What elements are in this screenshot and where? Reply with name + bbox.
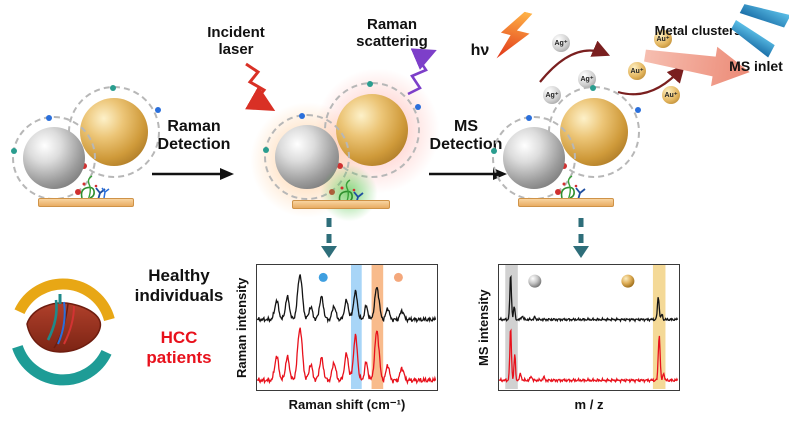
gold-ion: Au⁺	[628, 62, 646, 80]
gold-ion: Au⁺	[662, 86, 680, 104]
shell-dot	[155, 107, 161, 114]
raman-scattering-icon	[407, 48, 437, 96]
raman-spectra-plot	[256, 265, 437, 389]
down-arrow	[321, 218, 337, 258]
hcc-line2: patients	[146, 347, 212, 367]
ion-flight-arrows	[539, 40, 685, 96]
logo-arc-teal	[12, 344, 112, 386]
shell-dot	[589, 85, 596, 91]
hcc-line1: HCC	[160, 328, 198, 347]
ms-inlet-label: MS inlet	[724, 58, 788, 74]
silver-ion: Ag⁺	[543, 86, 561, 104]
logo-arc-yellow	[14, 278, 115, 322]
silver-nanoparticle	[23, 127, 85, 189]
down-arrow	[573, 218, 589, 258]
incident-laser-label: Incident laser	[192, 24, 280, 59]
substrate	[518, 198, 614, 207]
gold-ion-label: Au⁺	[664, 92, 678, 99]
ms-xlabel: m / z	[574, 397, 604, 412]
silver-ion-label: Ag⁺	[545, 92, 559, 99]
raman-scattering-line2: scattering	[356, 33, 428, 51]
silver-ion-label: Ag⁺	[580, 76, 594, 83]
gold-ion: Au⁺	[654, 30, 672, 48]
shell-dot	[263, 147, 269, 154]
silver-nanoparticle	[503, 127, 565, 189]
ms-inlet-text: MS inlet	[729, 58, 783, 74]
raman-chart: Raman intensity Raman shift (cm⁻¹)	[234, 264, 442, 420]
healthy-individuals-label: Healthy individuals	[120, 266, 238, 305]
to-ms-arrow	[644, 46, 750, 87]
ms-inlet-icon	[731, 4, 789, 58]
shell-dot	[415, 104, 421, 111]
raman-detection-label: Raman Detection	[144, 118, 244, 155]
shell-dot	[109, 85, 116, 91]
nanoparticle-pair-2	[248, 66, 442, 224]
hv-label: hν	[464, 42, 496, 60]
shell-dot	[555, 188, 562, 195]
silver-ion: Ag⁺	[578, 70, 596, 88]
healthy-line2: individuals	[134, 285, 224, 305]
ms-chart: MS intensity m / z	[476, 264, 684, 420]
gold-ion-label: Au⁺	[630, 68, 644, 75]
raman-ylabel: Raman intensity	[234, 277, 249, 379]
raman-scattering-line1: Raman	[366, 16, 418, 33]
ms-ylabel: MS intensity	[476, 289, 491, 367]
hv-text: hν	[470, 42, 490, 59]
silver-nanoparticle	[275, 125, 339, 189]
biomolecule-linker	[338, 179, 364, 205]
shell-dot	[635, 107, 641, 114]
shell-dot	[298, 113, 305, 119]
biomolecule-linker	[80, 175, 110, 201]
metal-clusters-label: Metal clusters	[644, 23, 752, 39]
raman-xlabel: Raman shift (cm⁻¹)	[288, 397, 406, 412]
shell-dot	[11, 148, 17, 155]
raman-detection-arrow	[152, 168, 234, 180]
gold-ion-label: Au⁺	[656, 36, 670, 43]
ms-spectra-plot	[498, 265, 679, 389]
healthy-line1: Healthy	[148, 266, 210, 285]
shell-dot	[367, 81, 374, 87]
liver-logo	[12, 278, 115, 386]
shell-dot	[526, 115, 532, 121]
ms-detection-line2: Detection	[429, 136, 503, 154]
nanoparticle-pair-1	[11, 85, 162, 212]
biomolecule-linker	[560, 175, 586, 201]
shell-dot	[75, 188, 82, 195]
raman-detection-line2: Detection	[157, 136, 231, 154]
raman-scattering-label: Raman scattering	[336, 16, 448, 51]
shell-dot	[491, 148, 497, 155]
substrate	[292, 200, 390, 209]
ms-plot-area	[498, 264, 680, 391]
ms-detection-line1: MS	[454, 118, 478, 135]
ms-detection-label: MS Detection	[421, 118, 511, 155]
shell-dot	[46, 115, 52, 121]
substrate	[38, 198, 134, 207]
metal-clusters-text: Metal clusters	[654, 23, 742, 38]
incident-laser-line2: laser	[218, 41, 254, 59]
silver-ion: Ag⁺	[552, 34, 570, 52]
lightning-icon	[496, 11, 533, 59]
raman-detection-line1: Raman	[167, 118, 221, 135]
raman-plot-area	[256, 264, 438, 391]
liver-illustration	[26, 294, 102, 353]
nanoparticle-pair-3	[491, 85, 642, 212]
incident-laser-line1: Incident	[207, 24, 265, 41]
hcc-patients-label: HCC patients	[120, 328, 238, 367]
silver-ion-label: Ag⁺	[554, 40, 568, 47]
